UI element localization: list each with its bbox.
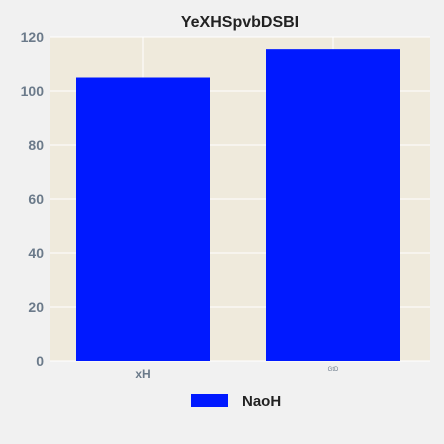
- y-axis-ticks: 0 20 40 60 80 100 120: [21, 29, 45, 369]
- legend-label: NaoH: [242, 393, 281, 410]
- chart-title: YeXHSpvbDSBI: [181, 14, 299, 31]
- y-tick-label: 0: [36, 353, 44, 369]
- bar-xh: [76, 77, 210, 361]
- y-tick-label: 80: [28, 137, 44, 153]
- bar-gtd: [266, 49, 400, 362]
- x-tick-label: GtD: [328, 367, 339, 373]
- x-tick-label: xH: [135, 367, 150, 381]
- y-tick-label: 40: [28, 245, 44, 261]
- y-tick-label: 60: [28, 191, 44, 207]
- y-tick-label: 20: [28, 299, 44, 315]
- x-axis-ticks: xH GtD: [135, 367, 339, 381]
- y-tick-label: 100: [21, 83, 45, 99]
- legend: NaoH: [191, 393, 281, 410]
- legend-swatch: [191, 394, 228, 407]
- bars: [76, 49, 400, 362]
- y-tick-label: 120: [21, 29, 45, 45]
